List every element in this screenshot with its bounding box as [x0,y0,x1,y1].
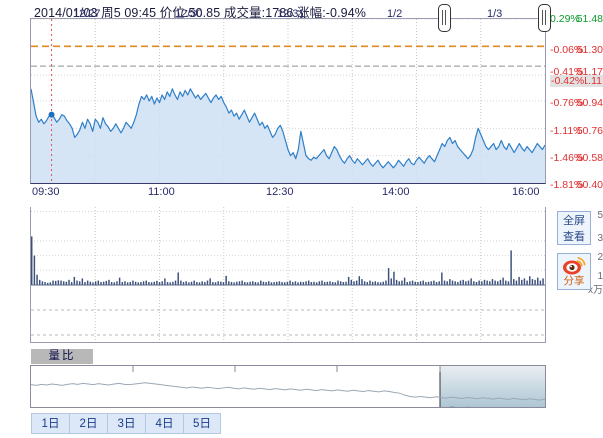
fullscreen-view-button[interactable]: 全屏 查看 [557,211,591,245]
pct-axis-label-7: -1.81% [550,179,584,191]
price-chart-svg [31,19,545,183]
navigator-label-4: 1/3 [487,8,503,20]
date-range-navigator[interactable] [30,365,546,408]
weibo-icon [563,257,586,275]
fullscreen-label-line2: 查看 [563,231,585,243]
volume-axis-unit: x万 [588,285,603,296]
tab-2day[interactable]: 2日 [69,413,107,434]
weibo-share-button[interactable]: 分享 [557,253,591,290]
volume-axis-label-1: 3 [597,233,603,244]
time-axis-label-1: 11:00 [148,186,175,198]
pct-axis-label-0: 0.29% [550,13,580,25]
price-axis-label-5: 50.76 [576,125,603,137]
handle-grip-line [442,10,443,25]
pct-cursor-value: -0.42% [550,75,586,87]
navigator-handle-right[interactable] [538,4,551,32]
handle-grip-line [445,10,446,25]
chart-header-info: 2014/01/03 周5 09:45 价位:50.85 成交量:1786 涨幅… [34,6,366,20]
volume-chart-svg [31,207,545,341]
price-chart-panel[interactable] [30,18,546,184]
volume-axis-label-0: 5 [597,210,603,221]
volume-chart-panel[interactable] [30,207,546,343]
price-axis-label-0: 51.48 [576,13,603,25]
navigator-svg [31,366,545,407]
volume-axis-label-2: 2 [597,252,603,263]
time-axis-label-4: 16:00 [512,186,540,198]
time-axis-label-3: 14:00 [382,186,410,198]
fullscreen-label-line1: 全屏 [563,215,585,227]
range-tab-bar: 1日 2日 3日 4日 5日 [31,413,221,434]
navigator-label-0: 12/27 [73,8,101,20]
navigator-handle-left[interactable] [438,4,451,32]
price-axis-label-1: 51.30 [576,44,603,56]
handle-grip-line [542,10,543,25]
pct-axis-label-1: -0.06% [550,44,584,56]
pct-axis-label-5: -1.11% [550,125,583,137]
handle-grip-line [545,10,546,25]
tab-4day[interactable]: 4日 [145,413,183,434]
price-axis-label-4: 50.94 [576,97,603,109]
price-axis-label-7: 50.40 [576,179,603,191]
time-axis-label-0: 09:30 [32,186,60,198]
pct-axis-label-6: -1.46% [550,152,584,164]
tab-3day[interactable]: 3日 [107,413,145,434]
navigator-label-2: 12/31 [277,8,305,20]
tab-1day[interactable]: 1日 [31,413,69,434]
tab-5day[interactable]: 5日 [183,413,221,434]
navigator-label-1: 12/30 [175,8,203,20]
price-axis-label-6: 50.58 [576,152,603,164]
volume-ratio-tab[interactable]: 量比 [31,349,93,364]
time-axis-label-2: 12:30 [266,186,294,198]
pct-axis-label-4: -0.76% [550,97,584,109]
navigator-label-3: 1/2 [387,8,403,20]
pct-axis-label-highlight: -0.42% [550,75,586,87]
volume-axis-label-3: 1 [597,271,603,282]
share-label: 分享 [563,275,585,287]
